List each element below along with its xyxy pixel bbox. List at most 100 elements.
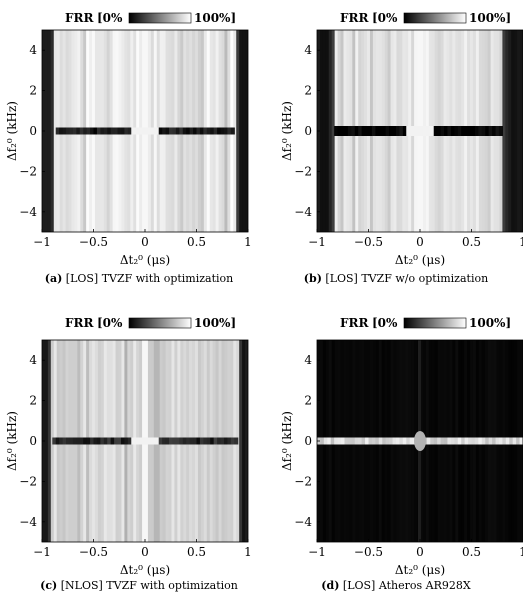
center-line-segment [358, 437, 363, 445]
center-line-segment [505, 437, 510, 445]
center-line-segment [66, 127, 71, 135]
center-line-segment [464, 437, 469, 445]
colorbar-label: FRR [65, 11, 94, 25]
y-tick-label: 0 [304, 434, 312, 448]
center-line-segment [334, 437, 339, 445]
heat-column [508, 30, 512, 232]
caption-a: (a) [LOS] TVZF with optimization [8, 272, 270, 285]
center-line-segment [492, 126, 497, 136]
caption-text: [NLOS] TVZF with optimization [57, 579, 238, 592]
center-line-segment [464, 126, 469, 136]
caption-tag: (c) [40, 579, 58, 592]
center-line-segment [385, 437, 390, 445]
center-line-segment [512, 437, 517, 445]
center-line-segment [96, 437, 101, 445]
center-line-segment [492, 437, 497, 445]
center-line-segment [437, 437, 442, 445]
heat-column [505, 30, 509, 232]
heat-column [511, 30, 515, 232]
center-line-segment [234, 437, 239, 445]
heatmap-a [42, 30, 248, 232]
center-line-segment [172, 437, 177, 445]
center-line-segment [450, 437, 455, 445]
y-axis-label: Δf₂⁰ (kHz) [5, 101, 19, 161]
center-line-segment [416, 126, 421, 136]
x-tick-label: 0 [416, 235, 424, 249]
center-line-segment [368, 437, 373, 445]
center-line-segment [93, 127, 98, 135]
x-tick-label: −1 [308, 545, 326, 559]
center-line-segment [145, 437, 150, 445]
center-line-segment [361, 437, 366, 445]
center-line-segment [385, 126, 390, 136]
x-tick-label: 0.5 [187, 235, 206, 249]
center-line-segment [141, 127, 146, 135]
center-line-segment [399, 437, 404, 445]
center-line-segment [165, 127, 170, 135]
caption-c: (c) [NLOS] TVZF with optimization [8, 579, 270, 592]
center-line-segment [440, 126, 445, 136]
heat-column [319, 30, 324, 232]
center-line-segment [382, 126, 387, 136]
colorbar-min-label: [0% [372, 11, 398, 25]
center-line-segment [69, 127, 74, 135]
center-line-segment [461, 437, 466, 445]
center-line-segment [110, 127, 115, 135]
center-line-segment [406, 437, 411, 445]
center-line-segment [371, 126, 376, 136]
center-line-segment [59, 437, 64, 445]
center-line-segment [402, 126, 407, 136]
center-line-segment [347, 437, 352, 445]
center-line-segment [110, 437, 115, 445]
heat-column [239, 340, 243, 542]
center-line-segment [354, 126, 359, 136]
y-tick-label: 4 [29, 353, 37, 367]
center-line-segment [117, 437, 122, 445]
center-line-segment [426, 437, 431, 445]
center-line-segment [498, 437, 503, 445]
center-line-segment [337, 126, 342, 136]
center-line-segment [79, 437, 84, 445]
x-tick-label: 1 [519, 545, 523, 559]
center-line-segment [114, 437, 119, 445]
center-line-segment [351, 437, 356, 445]
center-line-segment [495, 126, 500, 136]
center-line-segment [389, 437, 394, 445]
center-line-segment [450, 126, 455, 136]
heat-column [322, 30, 327, 232]
heat-column [242, 340, 246, 542]
colorbar-gradient [403, 12, 467, 24]
center-line-segment [96, 127, 101, 135]
center-line-segment [375, 437, 380, 445]
center-line-segment [344, 126, 349, 136]
heat-column [50, 30, 55, 232]
y-tick-label: 2 [304, 394, 312, 408]
center-line-segment [320, 437, 325, 445]
y-tick-label: −2 [19, 474, 37, 488]
panel-b: −1 −0.5 0 0.5 1 4 2 0 −2 −4 Δt₂⁰ (μs) Δf₂⁰ (kHz) FRR… [280, 11, 523, 267]
heat-column [331, 30, 336, 232]
center-line-segment [220, 437, 225, 445]
center-line-segment [433, 437, 438, 445]
y-tick-label: 4 [304, 43, 312, 57]
center-line-segment [488, 437, 493, 445]
center-line-segment [79, 127, 84, 135]
colorbar-label: FRR [340, 11, 369, 25]
x-tick-label: 1 [244, 235, 252, 249]
y-tick-label: 2 [29, 84, 37, 98]
center-line-segment [76, 437, 81, 445]
y-tick-label: −2 [19, 164, 37, 178]
center-line-segment [430, 437, 435, 445]
heat-column [245, 340, 248, 542]
center-line-segment [162, 437, 167, 445]
center-line-segment [165, 437, 170, 445]
center-line-segment [138, 437, 143, 445]
center-line-segment [509, 437, 514, 445]
center-line-segment [327, 437, 332, 445]
center-line-segment [420, 126, 425, 136]
center-line-segment [155, 437, 160, 445]
center-line-segment [189, 127, 194, 135]
center-line-segment [440, 437, 445, 445]
center-line-segment [454, 126, 459, 136]
caption-text: [LOS] TVZF with optimization [62, 272, 234, 285]
